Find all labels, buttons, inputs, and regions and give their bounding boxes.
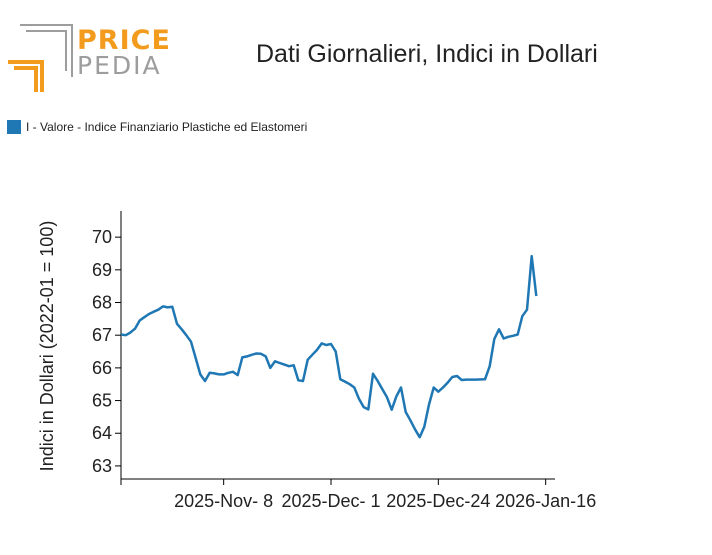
x-tick-label: 2025-Dec- 1 <box>281 491 380 511</box>
x-tick-label: 2026-Jan-16 <box>495 491 596 511</box>
legend: I - Valore - Indice Finanziario Plastich… <box>7 118 307 136</box>
logo-text-price: PRICE <box>77 25 171 56</box>
pricepedia-logo: PRICE PEDIA <box>6 22 170 96</box>
x-tick-label: 2025-Dec-24 <box>386 491 490 511</box>
y-tick-label: 70 <box>92 227 112 247</box>
legend-swatch <box>7 120 21 134</box>
chart-title: Dati Giornalieri, Indici in Dollari <box>256 40 598 68</box>
x-tick-label: 2025-Nov- 8 <box>174 491 273 511</box>
legend-label: I - Valore - Indice Finanziario Plastich… <box>26 120 308 134</box>
y-tick-label: 64 <box>92 423 112 443</box>
series-line <box>120 254 538 439</box>
logo-mark-icon <box>8 24 73 92</box>
y-tick-label: 67 <box>92 325 112 345</box>
y-tick-label: 66 <box>92 358 112 378</box>
logo-text-pedia: PEDIA <box>77 51 162 80</box>
y-axis-label: Indici in Dollari (2022-01 = 100) <box>37 221 57 472</box>
y-tick-label: 65 <box>92 391 112 411</box>
y-tick-label: 63 <box>92 456 112 476</box>
y-tick-label: 68 <box>92 293 112 313</box>
y-tick-label: 69 <box>92 260 112 280</box>
